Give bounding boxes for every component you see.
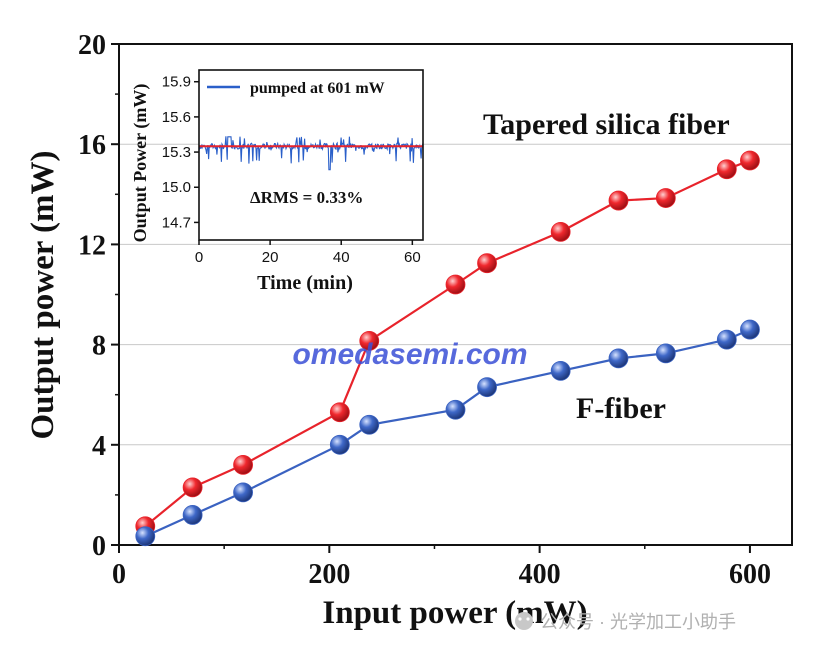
y-tick-label: 12 (78, 230, 106, 261)
main-series (135, 150, 760, 547)
data-point-tapered-silica-fiber (716, 159, 737, 180)
footer-credit-text: 公众号 · 光学加工小助手 (540, 612, 736, 632)
inset-y-tick-label: 15.6 (162, 109, 191, 126)
x-axis-label: Input power (mW) (322, 595, 587, 631)
data-point-f-fiber (329, 434, 350, 455)
data-point-f-fiber (477, 377, 497, 398)
inset-x-axis-label: Time (min) (257, 272, 353, 294)
inset-x-tick-label: 20 (262, 249, 279, 266)
inset-frame (198, 69, 424, 241)
x-tick-label: 200 (308, 559, 350, 590)
inset-chart: 14.7 15.0 15.3 15.6 15.9 0 20 40 60 pumped at 60… (130, 69, 424, 294)
data-point-f-fiber (716, 329, 737, 350)
inset-background (199, 70, 423, 240)
inset-legend-label: pumped at 601 mW (250, 80, 385, 97)
data-point-tapered-silica-fiber (233, 454, 253, 475)
inset-rms-annotation: ΔRMS = 0.33% (250, 188, 363, 207)
x-tick-label: 400 (519, 559, 561, 590)
data-point-f-fiber (608, 348, 629, 369)
data-point-tapered-silica-fiber (550, 221, 571, 242)
x-tick-label: 0 (112, 559, 126, 590)
inset-ticks: 14.7 15.0 15.3 15.6 15.9 0 20 40 60 (162, 74, 421, 266)
annotation-tapered-silica-fiber: Tapered silica fiber (483, 108, 730, 141)
data-point-f-fiber (550, 361, 571, 381)
footer-credit: 公众号 · 光学加工小助手 (515, 612, 736, 632)
data-point-f-fiber (445, 399, 466, 420)
annotation-f-fiber: F-fiber (576, 392, 666, 425)
y-tick-label: 16 (78, 130, 106, 161)
x-tick-label: 600 (729, 559, 771, 590)
inset-y-tick-label: 15.0 (162, 179, 191, 196)
data-point-tapered-silica-fiber (655, 188, 676, 208)
inset-y-tick-label: 14.7 (162, 214, 191, 231)
watermark: omedasemi.com (292, 338, 527, 371)
data-point-f-fiber (359, 414, 380, 435)
data-point-f-fiber (655, 343, 676, 364)
data-point-f-fiber (740, 319, 760, 340)
y-tick-label: 20 (78, 30, 106, 61)
inset-y-tick-label: 15.9 (162, 74, 191, 91)
data-point-f-fiber (135, 526, 156, 547)
y-tick-label: 8 (92, 331, 106, 362)
inset-x-tick-label: 60 (404, 249, 421, 266)
data-point-tapered-silica-fiber (182, 477, 203, 498)
wechat-icon (515, 612, 533, 630)
inset-series (198, 136, 424, 171)
data-point-tapered-silica-fiber (477, 253, 497, 274)
data-point-tapered-silica-fiber (329, 402, 350, 423)
inset-y-axis-label: Output Power (mW) (130, 84, 151, 243)
data-point-f-fiber (233, 482, 253, 503)
data-point-tapered-silica-fiber (740, 150, 760, 171)
y-tick-label: 0 (92, 531, 106, 562)
inset-x-tick-label: 40 (333, 249, 350, 266)
data-point-tapered-silica-fiber (608, 190, 629, 211)
inset-x-tick-label: 0 (195, 249, 203, 266)
data-point-f-fiber (182, 505, 203, 525)
y-axis-label: Output power (mW) (25, 150, 61, 439)
data-point-tapered-silica-fiber (359, 330, 380, 351)
data-point-tapered-silica-fiber (445, 274, 466, 295)
y-tick-label: 4 (92, 431, 106, 462)
inset-y-tick-label: 15.3 (162, 144, 191, 161)
